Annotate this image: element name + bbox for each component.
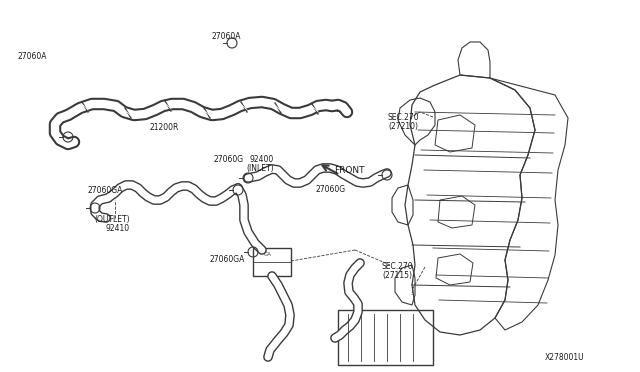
Text: SEC.270: SEC.270 bbox=[388, 113, 420, 122]
Text: (OUTLET): (OUTLET) bbox=[94, 215, 130, 224]
Text: 27060A: 27060A bbox=[212, 32, 241, 41]
Text: 27060G: 27060G bbox=[315, 185, 345, 194]
Text: (27210): (27210) bbox=[388, 122, 418, 131]
Text: 27060A: 27060A bbox=[18, 52, 47, 61]
Text: 92410: 92410 bbox=[106, 224, 130, 233]
Text: (INLET): (INLET) bbox=[246, 164, 274, 173]
Text: 27060GA: 27060GA bbox=[88, 186, 124, 195]
Text: GA: GA bbox=[264, 252, 272, 257]
Text: 21200R: 21200R bbox=[150, 123, 179, 132]
Text: (27115): (27115) bbox=[382, 271, 412, 280]
Text: SEC.270: SEC.270 bbox=[382, 262, 413, 271]
Text: FRONT: FRONT bbox=[334, 166, 365, 175]
Text: 92400: 92400 bbox=[250, 155, 275, 164]
Text: 27060GA: 27060GA bbox=[210, 255, 245, 264]
Text: 27060G: 27060G bbox=[213, 155, 243, 164]
Text: X278001U: X278001U bbox=[545, 353, 584, 362]
